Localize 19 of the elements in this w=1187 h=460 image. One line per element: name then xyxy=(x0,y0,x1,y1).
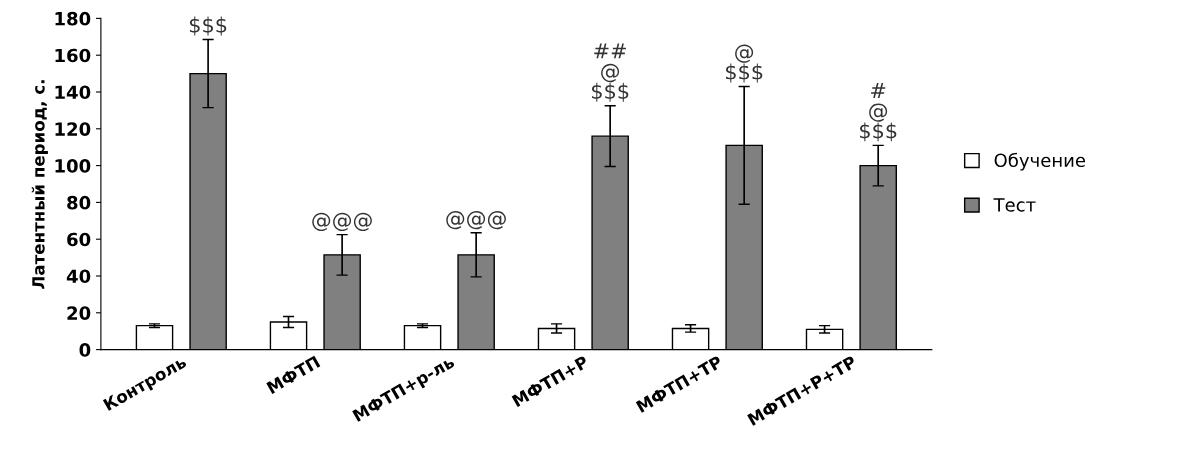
y-axis-title: Латентный период, с. xyxy=(31,80,48,289)
annotation: @ $$$ xyxy=(726,44,763,83)
y-tick-label: 60 xyxy=(67,232,91,247)
legend-label: Обучение xyxy=(994,152,1086,171)
y-tick-label: 160 xyxy=(55,48,91,63)
y-tick-label: 120 xyxy=(55,122,91,136)
legend-label: Тест xyxy=(993,198,1036,212)
annotation: ## @ $$$ xyxy=(592,43,629,102)
annotation: # @ $$$ xyxy=(860,82,897,142)
y-tick-label: 140 xyxy=(55,85,91,100)
y-tick-label: 40 xyxy=(66,269,91,284)
annotation: @@@ xyxy=(312,212,372,232)
y-tick-label: 0 xyxy=(79,343,91,357)
annotation: $$$ xyxy=(189,16,227,36)
y-tick-label: 80 xyxy=(67,195,91,210)
y-tick-label: 180 xyxy=(55,11,91,26)
y-tick-label: 20 xyxy=(67,306,91,320)
y-tick-label: 100 xyxy=(55,159,91,173)
annotation: @@@ xyxy=(446,210,506,230)
